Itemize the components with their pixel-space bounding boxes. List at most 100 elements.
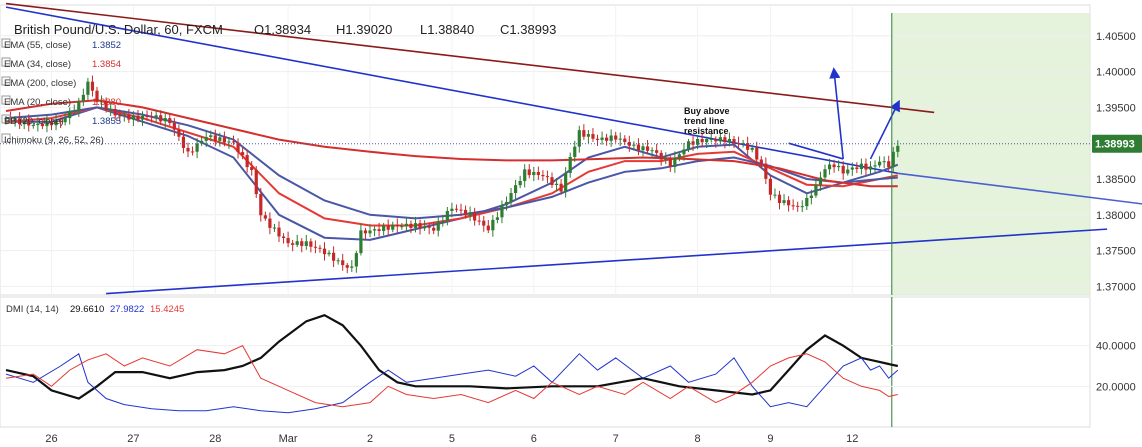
candle-body xyxy=(482,220,486,226)
candle-body xyxy=(122,114,126,116)
time-tick-label: 28 xyxy=(209,433,221,445)
dmi-tick-label: 40.0000 xyxy=(1096,341,1136,353)
projection-leg[interactable] xyxy=(788,142,844,160)
candle-body xyxy=(350,266,354,268)
candle-body xyxy=(873,165,877,167)
candle-body xyxy=(150,116,154,118)
trend-line[interactable] xyxy=(5,2,935,114)
candle-body xyxy=(363,230,368,234)
price-tick-label: 1.40000 xyxy=(1096,67,1136,79)
candle-body xyxy=(377,229,381,232)
candle-body xyxy=(118,115,122,117)
annotation-line-3: resistance xyxy=(684,126,729,136)
candle-body xyxy=(463,209,468,216)
candle-body xyxy=(709,138,713,140)
projection-zone xyxy=(891,13,1090,295)
candle-body xyxy=(227,141,231,143)
dmi-lines xyxy=(5,314,899,414)
candle-body xyxy=(523,169,527,181)
candle-body xyxy=(204,136,208,141)
candle-body xyxy=(732,138,736,143)
candle-body xyxy=(400,226,404,228)
candle-body xyxy=(109,109,113,111)
candle-body xyxy=(554,183,559,186)
trend-line[interactable] xyxy=(897,172,1142,205)
candle-body xyxy=(268,218,272,228)
candle-body xyxy=(746,143,750,150)
symbol-title[interactable]: British Pound/U.S. Dollar, 60, FXCM xyxy=(14,22,223,37)
price-axis[interactable]: 1.40500 1.40000 1.39500 1.38500 1.38000 1.375… xyxy=(1096,31,1136,294)
candle-body xyxy=(341,260,345,266)
candle-body xyxy=(177,129,181,137)
candle-body xyxy=(222,137,226,143)
candle-body xyxy=(72,110,76,112)
time-tick-label: 27 xyxy=(127,433,139,445)
legend-value: 1.3880 xyxy=(92,97,121,108)
candle-body xyxy=(231,141,236,143)
trend-line[interactable] xyxy=(106,228,1108,295)
candle-body xyxy=(36,123,40,126)
candle-body xyxy=(391,224,395,230)
candle-body xyxy=(413,223,418,228)
dmi-line xyxy=(5,345,898,408)
candle-body xyxy=(850,167,854,170)
candle-body xyxy=(181,136,186,148)
time-tick-label: 2 xyxy=(367,433,373,445)
dmi-legend: DMI (14, 14) 29.6610 27.9822 15.4245 xyxy=(6,304,184,315)
time-axis[interactable]: 26 27 28 Mar 2 5 6 7 8 9 12 xyxy=(45,433,858,445)
dmi-axis[interactable]: 40.0000 20.0000 xyxy=(1096,341,1136,394)
candle-body xyxy=(846,169,850,174)
high-value: H1.39020 xyxy=(336,22,392,37)
legend-toggle[interactable] xyxy=(1,38,11,48)
candle-body xyxy=(286,237,290,244)
candle-body xyxy=(791,205,795,207)
candle-body xyxy=(600,137,604,140)
candle-body xyxy=(878,161,882,166)
candle-body xyxy=(682,149,686,155)
candle-body xyxy=(354,253,358,267)
candle-body xyxy=(59,120,63,123)
candle-body xyxy=(136,115,140,120)
current-price-label: 1.38993 xyxy=(1095,139,1135,151)
candle-body xyxy=(573,146,577,157)
candle-body xyxy=(309,241,313,247)
candle-body xyxy=(382,225,386,232)
time-tick-label: 26 xyxy=(45,433,57,445)
candle-body xyxy=(213,135,217,141)
candle-body xyxy=(491,219,495,231)
candle-body xyxy=(605,137,609,141)
candle-body xyxy=(281,236,286,238)
candle-body xyxy=(650,150,654,152)
legend-label: EMA (34, close) xyxy=(4,59,71,70)
candle-body xyxy=(159,115,163,122)
candle-body xyxy=(327,252,331,255)
dmi-pane[interactable] xyxy=(0,296,1091,428)
candle-body xyxy=(627,142,631,146)
candle-body xyxy=(750,147,754,150)
legend-toggle[interactable] xyxy=(1,114,11,124)
legend-toggle[interactable] xyxy=(1,133,11,143)
candle-body xyxy=(700,139,704,143)
candle-body xyxy=(741,143,745,145)
candle-body xyxy=(272,227,277,229)
candle-body xyxy=(477,220,481,222)
current-price-badge xyxy=(1092,134,1142,153)
candle-body xyxy=(127,114,131,120)
projection-arrow[interactable] xyxy=(829,67,844,160)
candle-body xyxy=(805,197,809,207)
dmi-minus-value: 15.4245 xyxy=(150,304,184,315)
legend-toggle[interactable] xyxy=(1,57,11,67)
legend-toggle[interactable] xyxy=(1,95,11,105)
candle-body xyxy=(504,201,509,206)
dmi-title: DMI (14, 14) xyxy=(6,304,59,315)
trend-lines[interactable] xyxy=(5,2,1142,295)
candle-body xyxy=(131,115,135,120)
candle-body xyxy=(782,200,786,203)
indicator-legend[interactable]: EMA (55, close) 1.3852 EMA (34, close) 1.38… xyxy=(1,38,121,146)
projection-arrows[interactable] xyxy=(788,67,900,160)
legend-toggle[interactable] xyxy=(1,76,11,86)
candle-body xyxy=(727,138,732,143)
projection-arrow[interactable] xyxy=(869,99,900,160)
candle-body xyxy=(313,246,317,248)
candle-body xyxy=(659,152,663,160)
